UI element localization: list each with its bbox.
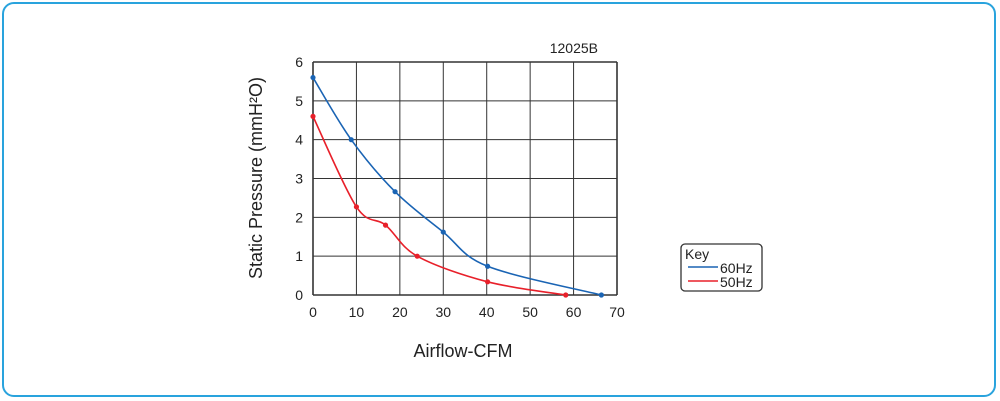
- chart-title: 12025B: [550, 40, 598, 56]
- data-point-60hz: [598, 292, 604, 298]
- x-axis-label: Airflow-CFM: [414, 341, 513, 361]
- tick-labels: 0 10 20 30 40 50 60 70 0 1 2 3 4 5 6: [295, 54, 625, 320]
- x-tick-label: 20: [392, 304, 408, 320]
- legend-title: Key: [685, 246, 709, 262]
- x-tick-label: 50: [522, 304, 538, 320]
- data-point-60hz: [348, 137, 354, 143]
- x-tick-label: 30: [435, 304, 451, 320]
- data-point-50hz: [484, 279, 491, 285]
- data-point-50hz: [382, 222, 389, 228]
- data-point-50hz: [310, 113, 316, 119]
- chart-frame: [2, 2, 996, 397]
- x-tick-label: 40: [479, 304, 495, 320]
- y-tick-label: 5: [295, 93, 303, 109]
- data-point-60hz: [392, 189, 398, 195]
- data-point-50hz: [353, 204, 360, 210]
- y-tick-label: 1: [295, 248, 303, 264]
- grid: [312, 61, 618, 296]
- legend-label-50hz: 50Hz: [720, 274, 753, 290]
- data-point-50hz: [414, 253, 420, 259]
- data-point-50hz: [563, 292, 569, 298]
- data-point-60hz: [484, 263, 491, 269]
- series-line-50hz: [312, 116, 566, 296]
- y-tick-label: 0: [295, 287, 303, 303]
- y-tick-label: 6: [295, 54, 303, 70]
- series-line-60hz: [312, 77, 602, 296]
- data-point-60hz: [440, 229, 446, 235]
- series: [310, 74, 604, 298]
- legend: Key 60Hz 50Hz: [680, 243, 763, 292]
- x-tick-label: 0: [309, 304, 317, 320]
- y-tick-label: 2: [295, 209, 303, 225]
- y-axis-label: Static Pressure (mmH²O): [246, 77, 266, 279]
- legend-label-60hz: 60Hz: [720, 260, 753, 276]
- y-tick-label: 4: [295, 132, 303, 148]
- x-tick-label: 70: [609, 304, 625, 320]
- x-tick-label: 10: [349, 304, 365, 320]
- x-tick-label: 60: [566, 304, 582, 320]
- data-point-60hz: [310, 74, 316, 81]
- legend-box: [680, 243, 763, 292]
- y-tick-label: 3: [295, 171, 303, 187]
